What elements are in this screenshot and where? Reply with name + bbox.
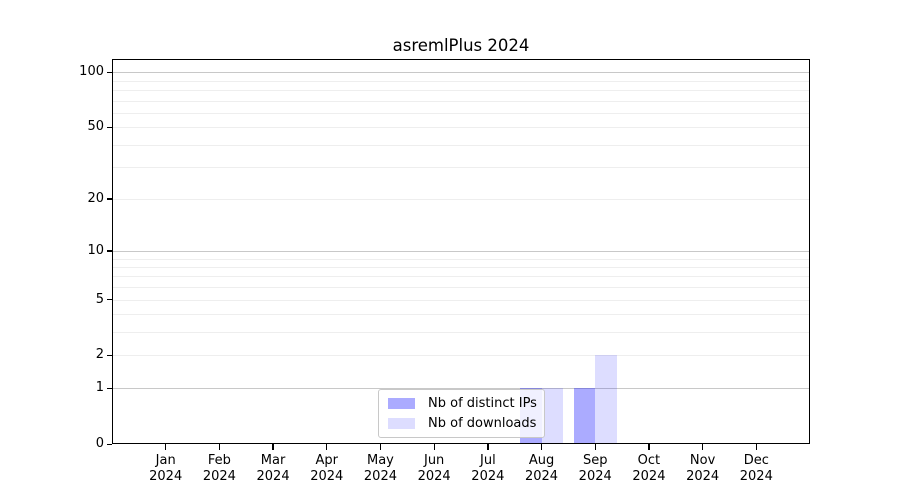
x-tick-oct — [648, 444, 650, 450]
gridline-major-1 — [113, 388, 809, 390]
y-tick-label-20: 20 — [87, 190, 104, 206]
legend: Nb of distinct IPs Nb of downloads — [378, 389, 545, 438]
x-label-month: Jan — [155, 453, 176, 468]
y-tick-label-10: 10 — [87, 242, 104, 258]
x-tick-feb — [218, 444, 221, 450]
x-label-month: Apr — [315, 453, 339, 468]
x-label-year: 2024 — [739, 468, 773, 484]
x-label-month: Dec — [743, 453, 769, 468]
y-tick-label-100: 100 — [79, 64, 104, 80]
gridline-minor-3 — [113, 332, 809, 334]
x-label-year: 2024 — [310, 468, 344, 484]
y-tick-100 — [106, 71, 112, 73]
legend-swatch-icon — [388, 417, 415, 429]
legend-item-0: Nb of distinct IPs — [388, 396, 537, 412]
gridline-minor-9 — [113, 258, 809, 260]
x-tick-label-jul-2024: Jul 2024 — [448, 453, 528, 484]
legend-label: Nb of distinct IPs — [428, 396, 537, 412]
x-tick-label-aug-2024: Aug 2024 — [502, 453, 582, 484]
x-tick-may — [379, 444, 382, 450]
x-label-year: 2024 — [524, 468, 559, 484]
x-tick-label-jan-2024: Jan 2024 — [126, 453, 206, 484]
x-label-year: 2024 — [417, 468, 451, 484]
x-tick-dec — [755, 444, 757, 450]
x-label-month: Aug — [528, 453, 555, 468]
y-tick-0 — [106, 443, 112, 445]
y-tick-2 — [106, 354, 112, 357]
x-label-year: 2024 — [632, 468, 666, 484]
y-tick-50 — [106, 126, 112, 129]
gridline-minor-50 — [113, 127, 809, 129]
gridline-minor-20 — [113, 198, 809, 200]
x-tick-label-mar-2024: Mar 2024 — [233, 453, 313, 484]
gridline-minor-8 — [113, 266, 809, 268]
x-label-year: 2024 — [202, 468, 236, 484]
gridline-major-10 — [113, 250, 809, 252]
y-tick-10 — [106, 250, 112, 252]
x-label-month: Mar — [260, 453, 286, 468]
x-tick-label-jun-2024: Jun 2024 — [394, 453, 474, 484]
x-tick-apr — [326, 444, 328, 450]
gridline-minor-80 — [113, 89, 809, 91]
x-tick-label-feb-2024: Feb 2024 — [179, 453, 259, 484]
y-tick-20 — [106, 198, 112, 200]
x-tick-jun — [433, 444, 435, 450]
gridline-major-100 — [113, 72, 809, 74]
y-tick-5 — [106, 299, 112, 301]
x-label-month: Jun — [423, 453, 445, 468]
x-label-month: Jul — [480, 453, 496, 468]
y-tick-label-1: 1 — [95, 380, 104, 396]
gridline-minor-6 — [113, 287, 809, 289]
bar-nb-of-distinct-ips-sep — [573, 388, 596, 444]
legend-label: Nb of downloads — [428, 415, 537, 431]
x-tick-sep — [594, 444, 596, 450]
x-tick-label-nov-2024: Nov 2024 — [663, 453, 743, 484]
x-label-year: 2024 — [363, 468, 397, 484]
gridline-minor-4 — [113, 314, 809, 316]
x-tick-label-apr-2024: Apr 2024 — [287, 453, 367, 484]
legend-item-1: Nb of downloads — [388, 415, 537, 431]
gridline-minor-60 — [113, 112, 809, 114]
bar-nb-of-downloads-aug — [541, 388, 564, 444]
y-tick-label-2: 2 — [95, 347, 104, 363]
x-tick-nov — [702, 444, 704, 450]
gridline-minor-30 — [113, 167, 809, 169]
gridline-minor-90 — [113, 80, 809, 82]
x-label-month: Sep — [582, 453, 608, 468]
x-tick-jan — [165, 444, 167, 450]
y-tick-label-0: 0 — [95, 436, 104, 451]
x-label-month: Nov — [689, 453, 716, 468]
legend-swatch-icon — [388, 398, 415, 410]
x-label-month: May — [367, 453, 394, 468]
x-tick-label-dec-2024: Dec 2024 — [716, 453, 796, 484]
y-tick-label-50: 50 — [87, 119, 104, 135]
x-tick-aug — [540, 444, 543, 450]
x-label-year: 2024 — [471, 468, 505, 484]
x-label-year: 2024 — [149, 468, 183, 484]
x-label-year: 2024 — [686, 468, 720, 484]
x-tick-label-oct-2024: Oct 2024 — [609, 453, 689, 484]
x-label-month: Oct — [637, 453, 661, 468]
gridline-minor-70 — [113, 100, 809, 102]
x-tick-jul — [487, 444, 489, 450]
y-tick-label-5: 5 — [95, 291, 104, 307]
x-tick-label-may-2024: May 2024 — [340, 453, 420, 484]
bar-nb-of-downloads-sep — [595, 355, 617, 444]
chart-title: asremlPlus 2024 — [392, 36, 530, 55]
y-tick-1 — [106, 387, 112, 389]
gridline-minor-2 — [113, 355, 809, 357]
gridline-minor-5 — [113, 299, 809, 301]
gridline-minor-7 — [113, 276, 809, 278]
x-tick-mar — [272, 444, 274, 450]
x-label-month: Feb — [207, 453, 231, 468]
x-label-year: 2024 — [578, 468, 612, 484]
x-label-year: 2024 — [256, 468, 290, 484]
x-tick-label-sep-2024: Sep 2024 — [555, 453, 635, 484]
gridline-minor-40 — [113, 144, 809, 146]
